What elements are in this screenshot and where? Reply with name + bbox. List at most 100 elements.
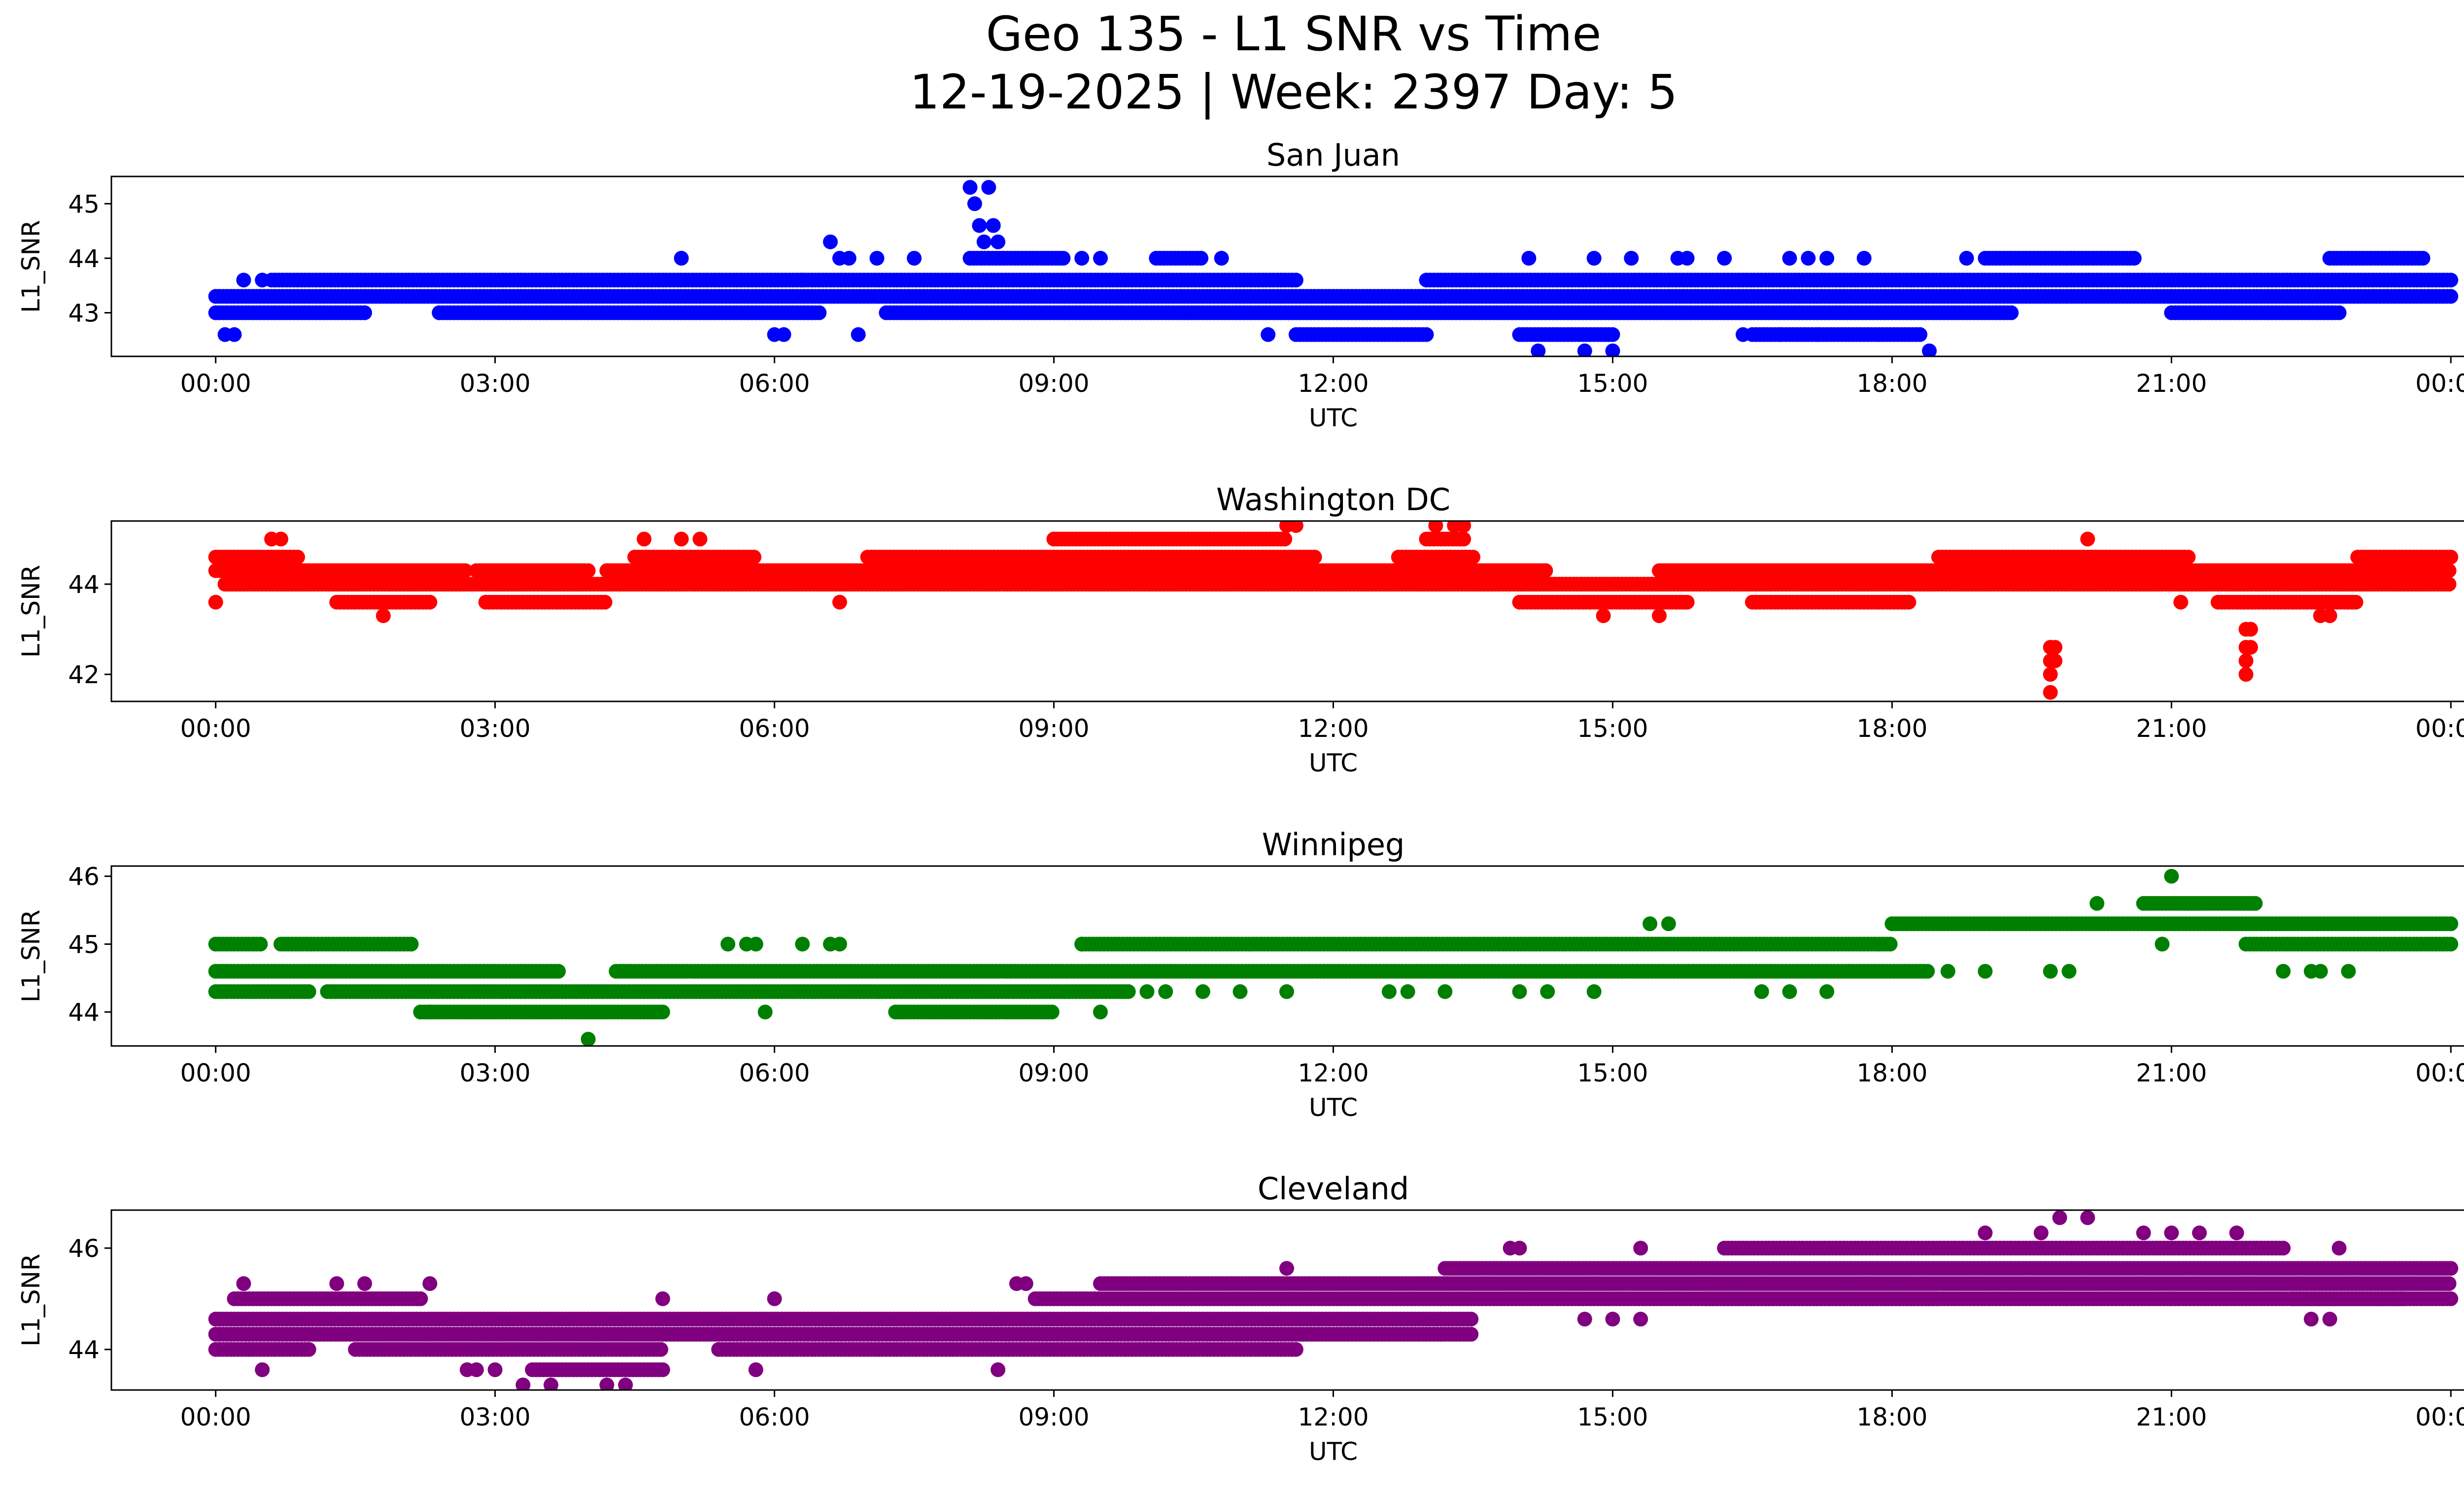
data-point xyxy=(2043,667,2058,682)
data-point xyxy=(2331,305,2347,320)
figure-title-line2: 12-19-2025 | Week: 2397 Day: 5 xyxy=(910,65,1678,120)
data-point xyxy=(962,180,978,195)
x-tick-label: 00:00 xyxy=(180,369,251,398)
data-point xyxy=(1121,984,1136,999)
data-point xyxy=(1736,327,1750,342)
data-point xyxy=(290,550,305,565)
data-point xyxy=(1521,250,1537,266)
subplot-title: San Juan xyxy=(1266,137,1400,173)
data-point xyxy=(2443,273,2459,288)
data-point xyxy=(1044,1005,1060,1020)
data-point xyxy=(2048,653,2063,668)
data-point xyxy=(1577,343,1592,356)
data-point xyxy=(1456,531,1472,547)
data-point xyxy=(637,531,651,547)
data-point xyxy=(2238,653,2254,668)
data-point xyxy=(2243,640,2258,655)
data-point xyxy=(2126,250,2142,266)
y-tick-label: 44 xyxy=(68,570,100,599)
data-point xyxy=(747,550,761,565)
data-point xyxy=(1093,250,1108,266)
data-point xyxy=(2443,550,2459,565)
data-point xyxy=(376,608,391,624)
data-point xyxy=(1538,563,1553,578)
data-point xyxy=(1810,327,1825,342)
data-point xyxy=(1277,531,1293,547)
data-point xyxy=(2048,640,2063,655)
data-point xyxy=(2238,667,2254,682)
data-point xyxy=(581,563,596,578)
data-point xyxy=(255,273,270,288)
data-point xyxy=(1856,250,1872,266)
data-point xyxy=(1428,521,1443,533)
scatter-series xyxy=(208,180,2459,356)
x-tick-label: 00:00 xyxy=(180,714,251,743)
x-axis-label: UTC xyxy=(1309,404,1358,432)
x-tick-label: 00:00 xyxy=(2415,714,2464,743)
x-tick-label: 21:00 xyxy=(2136,714,2207,743)
data-point xyxy=(907,250,922,266)
y-tick-label: 44 xyxy=(68,244,100,273)
data-point xyxy=(227,327,242,342)
data-point xyxy=(795,273,810,288)
data-point xyxy=(2443,289,2459,304)
data-point xyxy=(208,594,223,610)
data-point xyxy=(869,250,885,266)
data-point xyxy=(674,531,689,547)
x-tick-label: 18:00 xyxy=(1856,714,1927,743)
data-point xyxy=(2441,563,2457,578)
x-tick-label: 12:00 xyxy=(1298,369,1369,398)
data-point xyxy=(1652,608,1667,624)
data-point xyxy=(2181,550,2196,565)
data-point xyxy=(1920,964,1935,979)
x-tick-label: 12:00 xyxy=(1298,714,1369,743)
data-point xyxy=(1596,608,1611,624)
data-point xyxy=(1819,250,1835,266)
data-point xyxy=(422,594,438,610)
data-point xyxy=(1624,250,1639,266)
data-point xyxy=(972,218,987,233)
data-point xyxy=(357,305,372,320)
data-point xyxy=(2080,531,2095,547)
data-point xyxy=(551,964,566,979)
x-tick-label: 00:00 xyxy=(2415,369,2464,398)
data-point xyxy=(812,305,827,320)
x-tick-label: 06:00 xyxy=(739,714,810,743)
data-point xyxy=(832,594,847,610)
data-point xyxy=(404,937,419,952)
data-point xyxy=(2348,594,2363,610)
data-point xyxy=(851,327,866,342)
data-point xyxy=(841,250,856,266)
data-point xyxy=(2443,916,2459,932)
figure-title-line1: Geo 135 - L1 SNR vs Time xyxy=(986,6,1602,62)
scatter-series xyxy=(208,869,2459,1046)
data-point xyxy=(991,234,1006,249)
data-point xyxy=(1288,273,1303,288)
y-axis-label: L1_SNR xyxy=(17,220,45,313)
data-point xyxy=(301,984,316,999)
data-point xyxy=(597,594,613,610)
data-point xyxy=(1456,521,1472,533)
data-point xyxy=(2173,594,2189,610)
data-point xyxy=(823,234,838,249)
data-point xyxy=(2415,250,2430,266)
data-point xyxy=(1307,550,1322,565)
data-point xyxy=(1605,327,1620,342)
x-tick-label: 15:00 xyxy=(1577,714,1648,743)
data-point xyxy=(1466,550,1480,565)
data-point xyxy=(1261,327,1276,342)
data-point xyxy=(1679,594,1695,610)
data-point xyxy=(2441,577,2457,592)
data-point xyxy=(2443,937,2459,952)
data-point xyxy=(274,531,288,547)
data-point xyxy=(1959,250,1974,266)
scatter-series xyxy=(208,521,2459,700)
x-tick-label: 18:00 xyxy=(1856,369,1927,398)
data-point xyxy=(1901,594,1916,610)
x-tick-label: 03:00 xyxy=(460,714,531,743)
y-tick-label: 43 xyxy=(68,299,100,328)
x-tick-label: 03:00 xyxy=(460,369,531,398)
